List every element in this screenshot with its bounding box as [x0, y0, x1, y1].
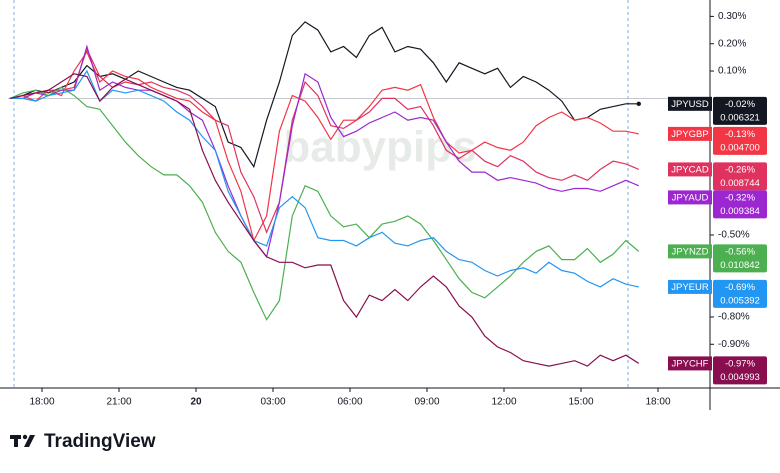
label-box — [668, 190, 712, 205]
series-label: JPYGBP -0.13% 0.004700 — [668, 126, 767, 155]
legend-label: JPYUSD — [671, 99, 709, 110]
last-value-label: -0.69% — [725, 282, 756, 293]
legend-label: JPYCAD — [671, 164, 709, 175]
y-tick-label: 0.10% — [718, 66, 746, 77]
label-box — [713, 356, 767, 385]
label-box — [668, 126, 712, 141]
price-label: 0.004993 — [720, 372, 760, 383]
label-box — [713, 126, 767, 155]
label-box — [713, 190, 767, 219]
watermark: babypips — [283, 123, 476, 172]
x-tick-label: 03:00 — [260, 397, 285, 408]
series-line — [9, 50, 639, 243]
series-line — [9, 21, 639, 169]
x-tick-label: 21:00 — [106, 397, 131, 408]
label-box — [713, 279, 767, 308]
x-tick-label: 09:00 — [414, 397, 439, 408]
x-tick-label: 20 — [190, 397, 202, 408]
label-box — [668, 162, 712, 177]
series-line — [9, 69, 639, 288]
legend-label: JPYCHF — [672, 358, 709, 369]
label-box — [668, 356, 712, 371]
x-tick-label: 06:00 — [337, 397, 362, 408]
series-label: JPYCHF -0.97% 0.004993 — [668, 356, 767, 385]
x-tick-label: 15:00 — [568, 397, 593, 408]
last-value-label: -0.32% — [725, 192, 756, 203]
series-line — [9, 86, 640, 321]
y-tick-label: -0.90% — [718, 339, 750, 350]
last-value-label: -0.26% — [725, 164, 756, 175]
legend-label: JPYNZD — [672, 246, 709, 257]
price-label: 0.009384 — [720, 206, 760, 217]
price-label: 0.005392 — [720, 295, 760, 306]
price-label: 0.004700 — [720, 142, 760, 153]
legend-label: JPYEUR — [671, 282, 709, 293]
x-tick-label: 18:00 — [645, 397, 670, 408]
y-tick-label: 0.20% — [718, 38, 746, 49]
series-label: JPYAUD -0.32% 0.009384 — [668, 190, 767, 219]
last-value-label: -0.56% — [725, 246, 756, 257]
label-box — [668, 96, 712, 111]
price-label: 0.010842 — [720, 260, 760, 271]
y-tick-label: -0.80% — [718, 312, 750, 323]
series-line — [9, 44, 640, 259]
legend-label: JPYGBP — [671, 129, 709, 140]
last-value-label: -0.02% — [725, 99, 756, 110]
series-label: JPYUSD -0.02% 0.006321 — [668, 96, 767, 125]
y-tick-label: -0.50% — [718, 230, 750, 241]
label-box — [668, 279, 712, 294]
last-point — [636, 101, 641, 107]
x-tick-label: 12:00 — [491, 397, 516, 408]
last-value-label: -0.13% — [725, 129, 756, 140]
brand: TradingView — [44, 431, 156, 452]
last-value-label: -0.97% — [725, 358, 756, 369]
series-line — [9, 73, 640, 367]
label-box — [713, 96, 767, 125]
y-tick-label: 0.30% — [718, 11, 746, 22]
brand-logo — [10, 434, 35, 447]
label-box — [713, 162, 767, 191]
x-tick-label: 18:00 — [29, 397, 54, 408]
price-label: 0.008744 — [720, 178, 760, 189]
series-label: JPYNZD -0.56% 0.010842 — [668, 244, 767, 273]
label-box — [713, 244, 767, 273]
label-box — [668, 244, 712, 259]
series-label: JPYCAD -0.26% 0.008744 — [668, 162, 767, 191]
legend-label: JPYAUD — [672, 192, 709, 203]
price-label: 0.006321 — [720, 112, 760, 123]
series-label: JPYEUR -0.69% 0.005392 — [668, 279, 767, 308]
